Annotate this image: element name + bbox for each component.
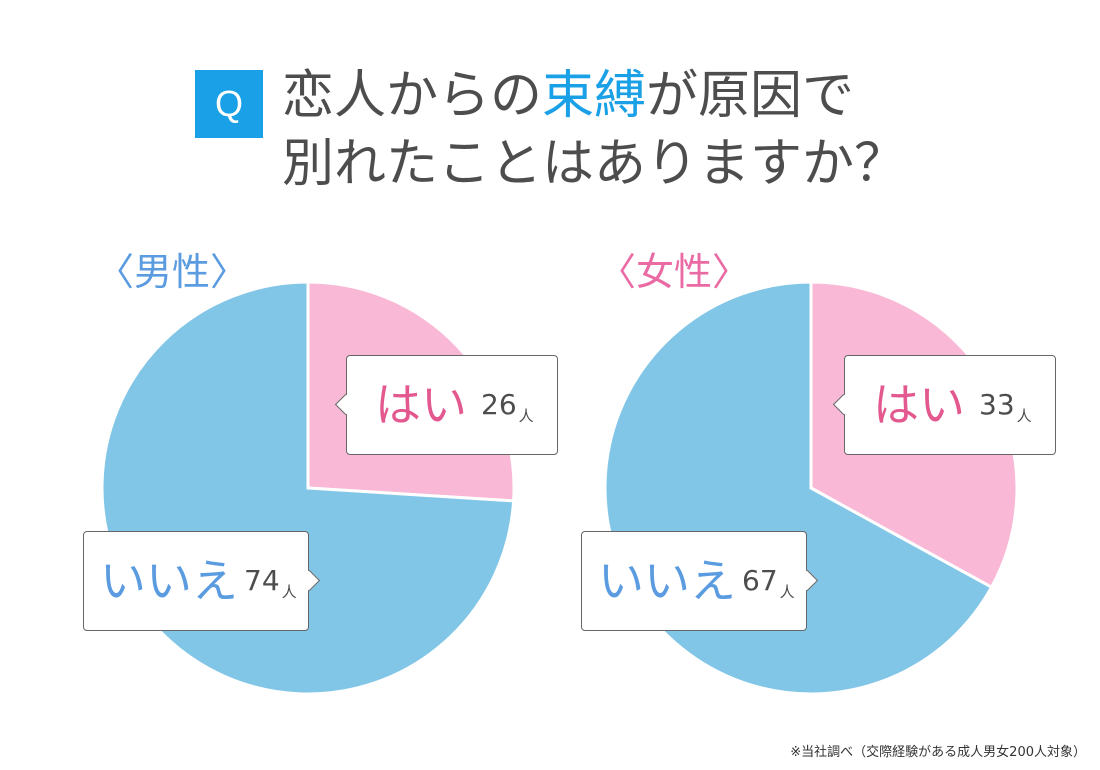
question-line2: 別れたことはありますか？ (282, 134, 907, 194)
male-yes-label: はい (375, 378, 467, 432)
male-pie-chart (100, 280, 516, 696)
male-no-unit: 人 (281, 583, 297, 601)
female-no-value: 67 (742, 564, 778, 597)
female-yes-unit: 人 (1016, 407, 1032, 425)
question-highlight: 束縛 (542, 66, 647, 126)
footnote: ※当社調べ（交際経験がある成人男女200人対象） (790, 745, 1086, 760)
question-line1-part1: 恋人からの (282, 66, 543, 126)
female-yes-label: はい (873, 378, 965, 432)
female-chart-label: 〈女性〉 (598, 250, 751, 294)
female-pie-chart (603, 280, 1019, 696)
female-yes-value: 33 (979, 388, 1015, 421)
male-no-value: 74 (244, 564, 280, 597)
question-title: 恋人からの束縛が原因で 別れたことはありますか？ (282, 62, 906, 198)
female-no-unit: 人 (779, 583, 795, 601)
question-badge: Q (195, 70, 263, 138)
female-yes-callout: はい 33 人 (832, 355, 1056, 455)
question-line1-part2: が原因で (646, 66, 855, 126)
male-no-callout: いいえ 74 人 (83, 531, 321, 631)
female-no-callout: いいえ 67 人 (581, 531, 819, 631)
female-no-label: いいえ (598, 554, 736, 608)
male-chart-label: 〈男性〉 (96, 250, 249, 294)
male-yes-value: 26 (481, 388, 517, 421)
male-no-label: いいえ (100, 554, 238, 608)
male-yes-callout: はい 26 人 (334, 355, 558, 455)
male-yes-unit: 人 (518, 407, 534, 425)
